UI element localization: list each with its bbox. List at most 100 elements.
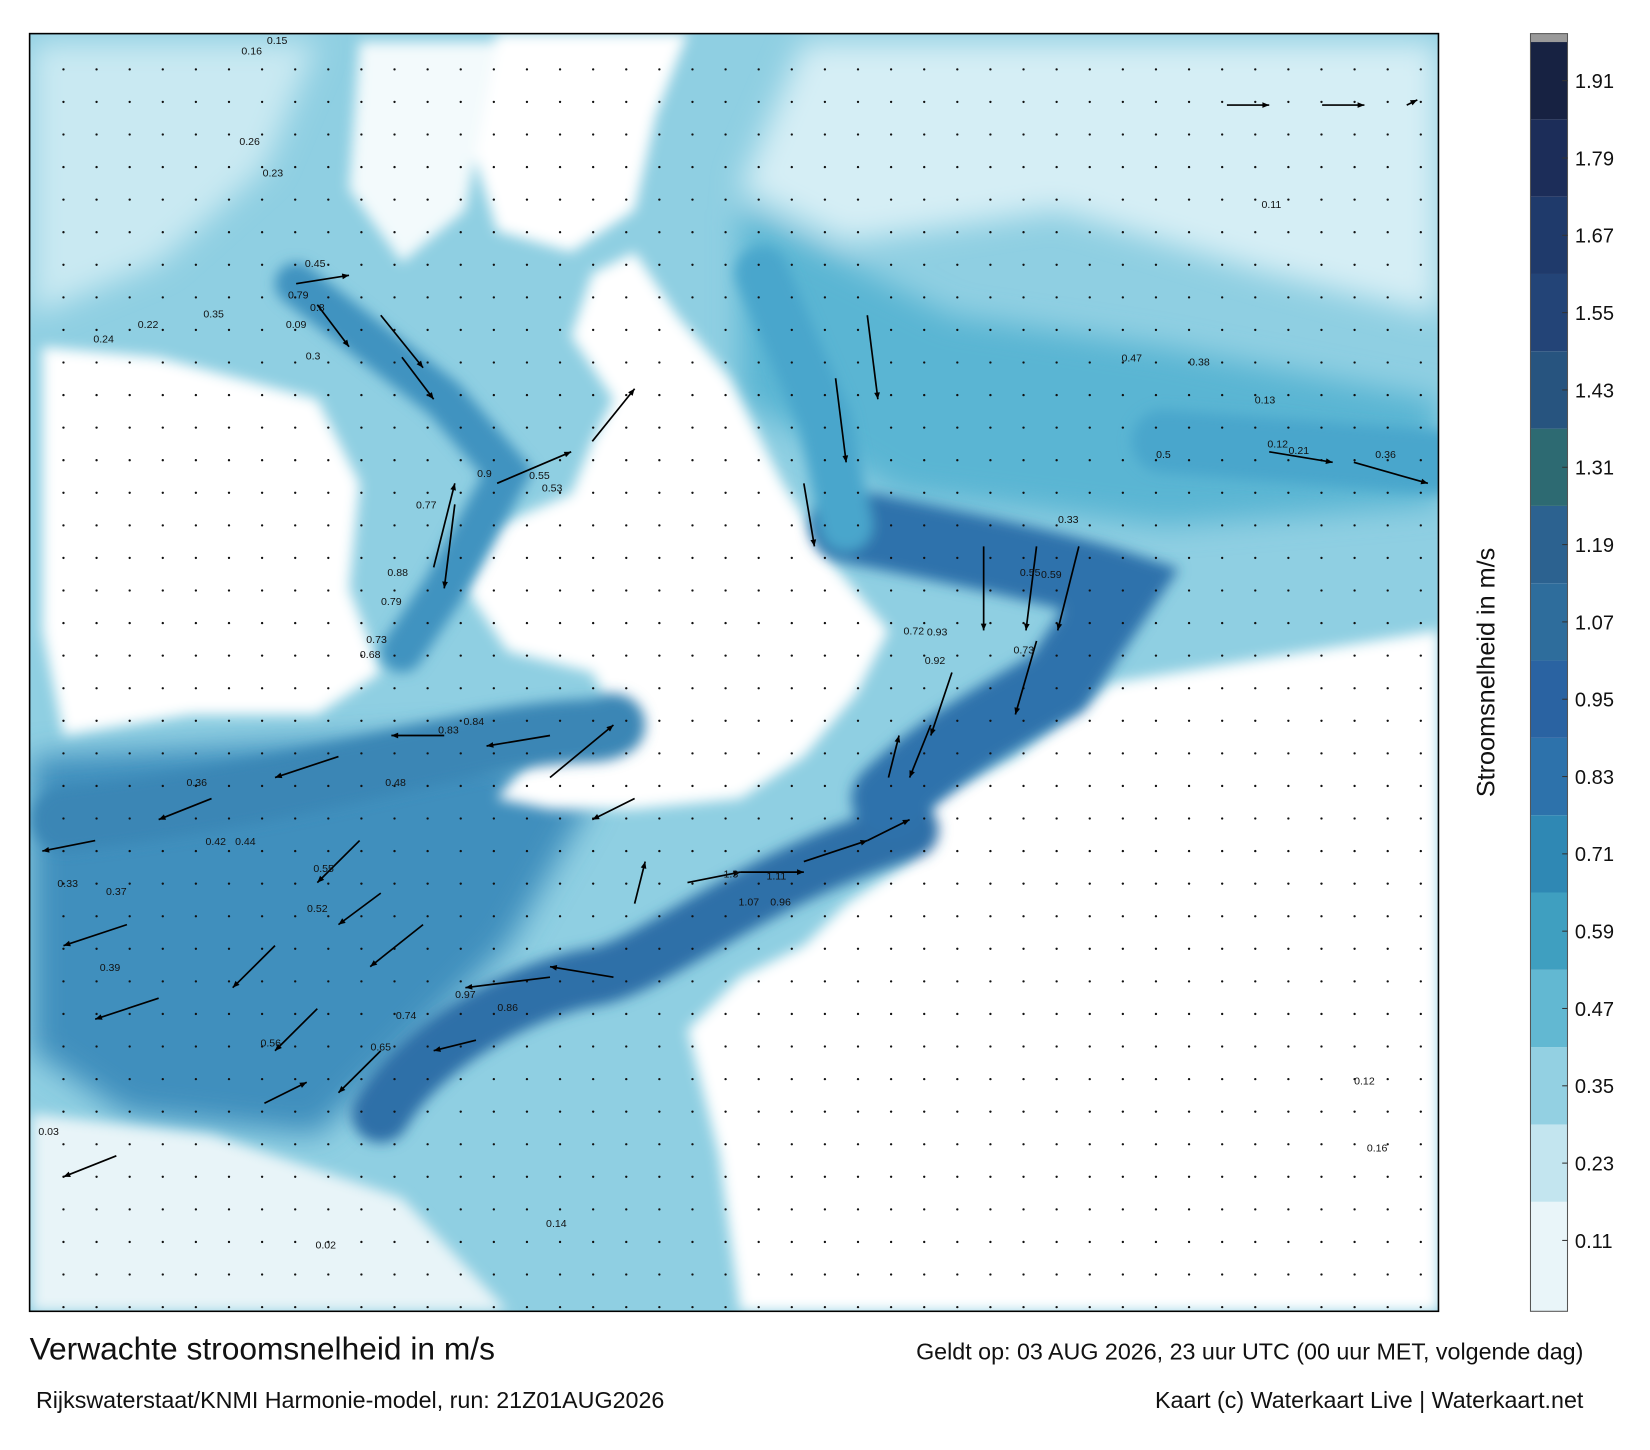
grid-dot [62, 198, 65, 201]
grid-dot [757, 849, 760, 853]
grid-dot [856, 426, 860, 429]
grid-dot [889, 1240, 893, 1244]
grid-dot [260, 524, 264, 527]
grid-dot [625, 393, 628, 397]
grid-dot [128, 198, 131, 201]
grid-dot [1419, 1143, 1422, 1146]
grid-dot [1254, 1240, 1257, 1244]
grid-dot [1121, 687, 1125, 690]
grid-dot [459, 68, 462, 71]
grid-dot [393, 263, 396, 266]
current-value: 0.16 [1367, 1143, 1388, 1155]
grid-dot [1121, 915, 1125, 918]
grid-dot [1287, 328, 1290, 332]
grid-dot [1353, 980, 1356, 983]
grid-dot [823, 263, 827, 266]
grid-dot [1287, 556, 1290, 560]
grid-dot [724, 198, 727, 201]
grid-dot [1022, 1143, 1025, 1146]
grid-dot [757, 817, 760, 820]
grid-dot [591, 491, 595, 494]
grid-dot [294, 784, 297, 788]
grid-dot [1221, 1045, 1224, 1048]
grid-dot [989, 654, 992, 657]
grid-dot [1353, 328, 1356, 332]
grid-dot [260, 654, 264, 657]
grid-dot [591, 1143, 595, 1146]
grid-dot [1221, 328, 1224, 332]
grid-dot [525, 231, 529, 234]
grid-dot [591, 882, 595, 885]
grid-dot [194, 328, 198, 332]
grid-dot [591, 1077, 595, 1081]
current-value: 0.11 [1261, 199, 1281, 211]
grid-dot [989, 882, 992, 885]
grid-dot [1121, 361, 1125, 364]
grid-dot [989, 589, 992, 592]
grid-dot [1055, 133, 1058, 136]
grid-dot [856, 491, 860, 494]
grid-dot [1320, 1077, 1323, 1081]
grid-dot [956, 263, 959, 266]
grid-dot [856, 621, 860, 625]
grid-dot [558, 654, 562, 657]
grid-dot [658, 68, 661, 71]
grid-dot [1320, 1240, 1323, 1244]
grid-dot [62, 426, 65, 429]
grid-dot [95, 654, 98, 657]
grid-dot [95, 1077, 98, 1081]
grid-dot [989, 165, 992, 169]
grid-dot [95, 68, 98, 71]
colorbar-tick-label: 0.95 [1575, 690, 1614, 712]
grid-dot [194, 1208, 198, 1211]
grid-dot [790, 100, 793, 104]
grid-dot [757, 1045, 760, 1048]
grid-dot [658, 426, 661, 429]
arrow-shaft [63, 923, 128, 947]
grid-dot [194, 1012, 198, 1016]
grid-dot [1055, 459, 1058, 462]
grid-dot [1320, 68, 1323, 71]
grid-dot [889, 1305, 893, 1309]
grid-dot [558, 524, 562, 527]
grid-dot [889, 915, 893, 918]
grid-dot [724, 328, 727, 332]
grid-dot [989, 393, 992, 397]
arrow-shaft [834, 378, 847, 463]
arrow-shaft [803, 483, 816, 547]
grid-dot [1386, 1143, 1389, 1146]
grid-dot [1221, 68, 1224, 71]
grid-dot [591, 556, 595, 560]
grid-dot [227, 556, 231, 560]
grid-dot [1419, 1045, 1422, 1048]
grid-dot [327, 393, 330, 397]
grid-dot [260, 100, 264, 104]
arrow-shaft [158, 797, 212, 821]
grid-dot [1287, 1077, 1290, 1081]
grid-dot [459, 393, 462, 397]
grid-dot [724, 849, 727, 853]
grid-dot [790, 784, 793, 788]
grid-dot [1088, 100, 1091, 104]
grid-dot [1187, 687, 1191, 690]
grid-dot [1320, 882, 1323, 885]
grid-dot [1386, 231, 1389, 234]
grid-dot [1353, 491, 1356, 494]
grid-dot [161, 621, 164, 625]
grid-dot [658, 589, 661, 592]
grid-dot [161, 589, 164, 592]
grid-dot [1221, 231, 1224, 234]
grid-dot [1287, 1175, 1290, 1178]
arrow-shaft [591, 388, 636, 442]
arrow-shaft [316, 839, 361, 884]
grid-dot [525, 296, 529, 299]
grid-dot [989, 426, 992, 429]
grid-dot [62, 980, 65, 983]
grid-dot [757, 361, 760, 364]
grid-dot [128, 491, 131, 494]
grid-dot [492, 1240, 495, 1244]
grid-dot [558, 621, 562, 625]
land [31, 33, 1439, 1312]
grid-dot [724, 1143, 727, 1146]
grid-dot [227, 719, 231, 722]
